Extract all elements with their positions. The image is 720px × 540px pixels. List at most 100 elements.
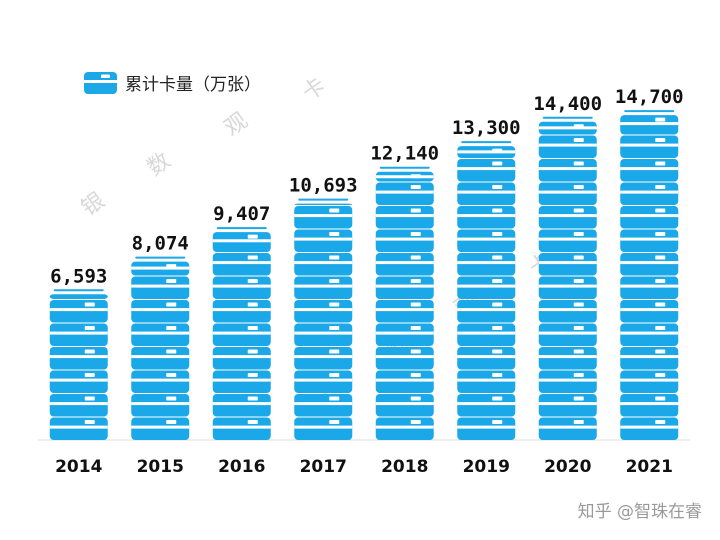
card-icon xyxy=(538,159,597,182)
card-icon xyxy=(375,417,434,440)
card-icon xyxy=(538,370,597,393)
watermark-char: 银 xyxy=(77,188,109,221)
card-icon xyxy=(620,370,679,393)
card-icon xyxy=(538,394,597,417)
card-icon xyxy=(457,253,516,276)
card-icon xyxy=(294,253,353,276)
year-label-2020: 2020 xyxy=(544,457,591,477)
card-icon xyxy=(457,182,516,205)
card-icon xyxy=(620,182,679,205)
card-icon xyxy=(457,417,516,440)
value-label-2015: 8,074 xyxy=(132,233,189,255)
bar-2021 xyxy=(620,110,679,440)
bar-top-cap xyxy=(379,166,430,169)
card-icon xyxy=(375,182,434,205)
card-icon xyxy=(620,253,679,276)
card-icon xyxy=(375,276,434,299)
value-labels-layer: 6,593 8,074 9,407 10,693 12,140 13,300 14,400 1… xyxy=(50,86,683,287)
value-label-2021: 14,700 xyxy=(615,86,684,108)
card-icon xyxy=(294,276,353,299)
card-icon xyxy=(131,300,190,323)
card-icon xyxy=(131,276,190,299)
bar-top-cap xyxy=(135,256,186,259)
card-icon xyxy=(620,300,679,323)
card-icon xyxy=(538,253,597,276)
card-icon xyxy=(620,159,679,182)
card-icon xyxy=(538,417,597,440)
value-label-2016: 9,407 xyxy=(213,203,270,225)
value-label-2018: 12,140 xyxy=(370,143,439,165)
card-icon xyxy=(538,135,597,158)
bar-top-cap xyxy=(298,198,349,201)
card-icon xyxy=(294,394,353,417)
card-icon xyxy=(294,370,353,393)
card-icon xyxy=(49,347,108,370)
card-icon xyxy=(457,323,516,346)
card-icon xyxy=(457,159,516,182)
card-icon xyxy=(538,347,597,370)
bar-top-cap xyxy=(53,289,104,292)
card-icon xyxy=(457,276,516,299)
bars-layer xyxy=(49,110,679,440)
card-icon xyxy=(212,347,271,370)
watermark-char: 观 xyxy=(220,108,252,141)
card-icon xyxy=(620,394,679,417)
card-icon xyxy=(457,229,516,252)
card-icon xyxy=(375,394,434,417)
card-icon xyxy=(375,229,434,252)
card-icon xyxy=(212,370,271,393)
card-icon xyxy=(375,347,434,370)
card-icon xyxy=(49,394,108,417)
bar-2019 xyxy=(457,141,516,440)
card-icon xyxy=(212,417,271,440)
author-credit: 知乎 @智珠在睿 xyxy=(577,502,702,522)
value-label-2017: 10,693 xyxy=(289,175,358,197)
year-label-2019: 2019 xyxy=(463,457,510,477)
legend-card-icon xyxy=(84,72,117,94)
card-icon xyxy=(131,394,190,417)
card-icon xyxy=(294,206,353,229)
year-label-2015: 2015 xyxy=(137,457,184,477)
bar-2016 xyxy=(212,227,271,440)
value-label-2019: 13,300 xyxy=(452,117,521,139)
value-label-2020: 14,400 xyxy=(533,93,602,115)
year-label-2018: 2018 xyxy=(381,457,428,477)
card-icon xyxy=(375,323,434,346)
card-icon xyxy=(49,417,108,440)
card-icon xyxy=(294,229,353,252)
card-icon xyxy=(620,229,679,252)
watermark: 银 数 观 卡 xyxy=(77,73,330,221)
year-label-2017: 2017 xyxy=(300,457,347,477)
card-icon xyxy=(212,276,271,299)
card-icon xyxy=(212,300,271,323)
card-icon xyxy=(620,206,679,229)
card-icon xyxy=(538,276,597,299)
card-icon xyxy=(620,115,679,135)
bar-2014 xyxy=(49,289,108,440)
watermark-char: 数 xyxy=(143,148,175,181)
card-icon xyxy=(457,347,516,370)
card-icon xyxy=(457,300,516,323)
bar-top-cap xyxy=(461,141,512,144)
card-icon xyxy=(375,206,434,229)
year-label-2016: 2016 xyxy=(218,457,265,477)
card-icon xyxy=(212,394,271,417)
card-icon xyxy=(620,323,679,346)
card-icon xyxy=(538,121,597,135)
card-icon xyxy=(375,370,434,393)
watermark-char: 卡 xyxy=(298,73,330,106)
card-icon xyxy=(538,229,597,252)
bar-top-cap xyxy=(216,227,267,230)
card-icon xyxy=(620,417,679,440)
card-icon xyxy=(294,417,353,440)
bar-2015 xyxy=(131,256,190,440)
bar-top-cap xyxy=(624,110,675,113)
year-labels-layer: 2014 2015 2016 2017 2018 2019 2020 2021 xyxy=(55,457,673,477)
legend: 累计卡量（万张） xyxy=(84,72,261,95)
card-icon xyxy=(49,323,108,346)
card-icon xyxy=(620,135,679,158)
card-icon xyxy=(131,417,190,440)
card-icon xyxy=(212,253,271,276)
bar-2018 xyxy=(375,166,434,440)
